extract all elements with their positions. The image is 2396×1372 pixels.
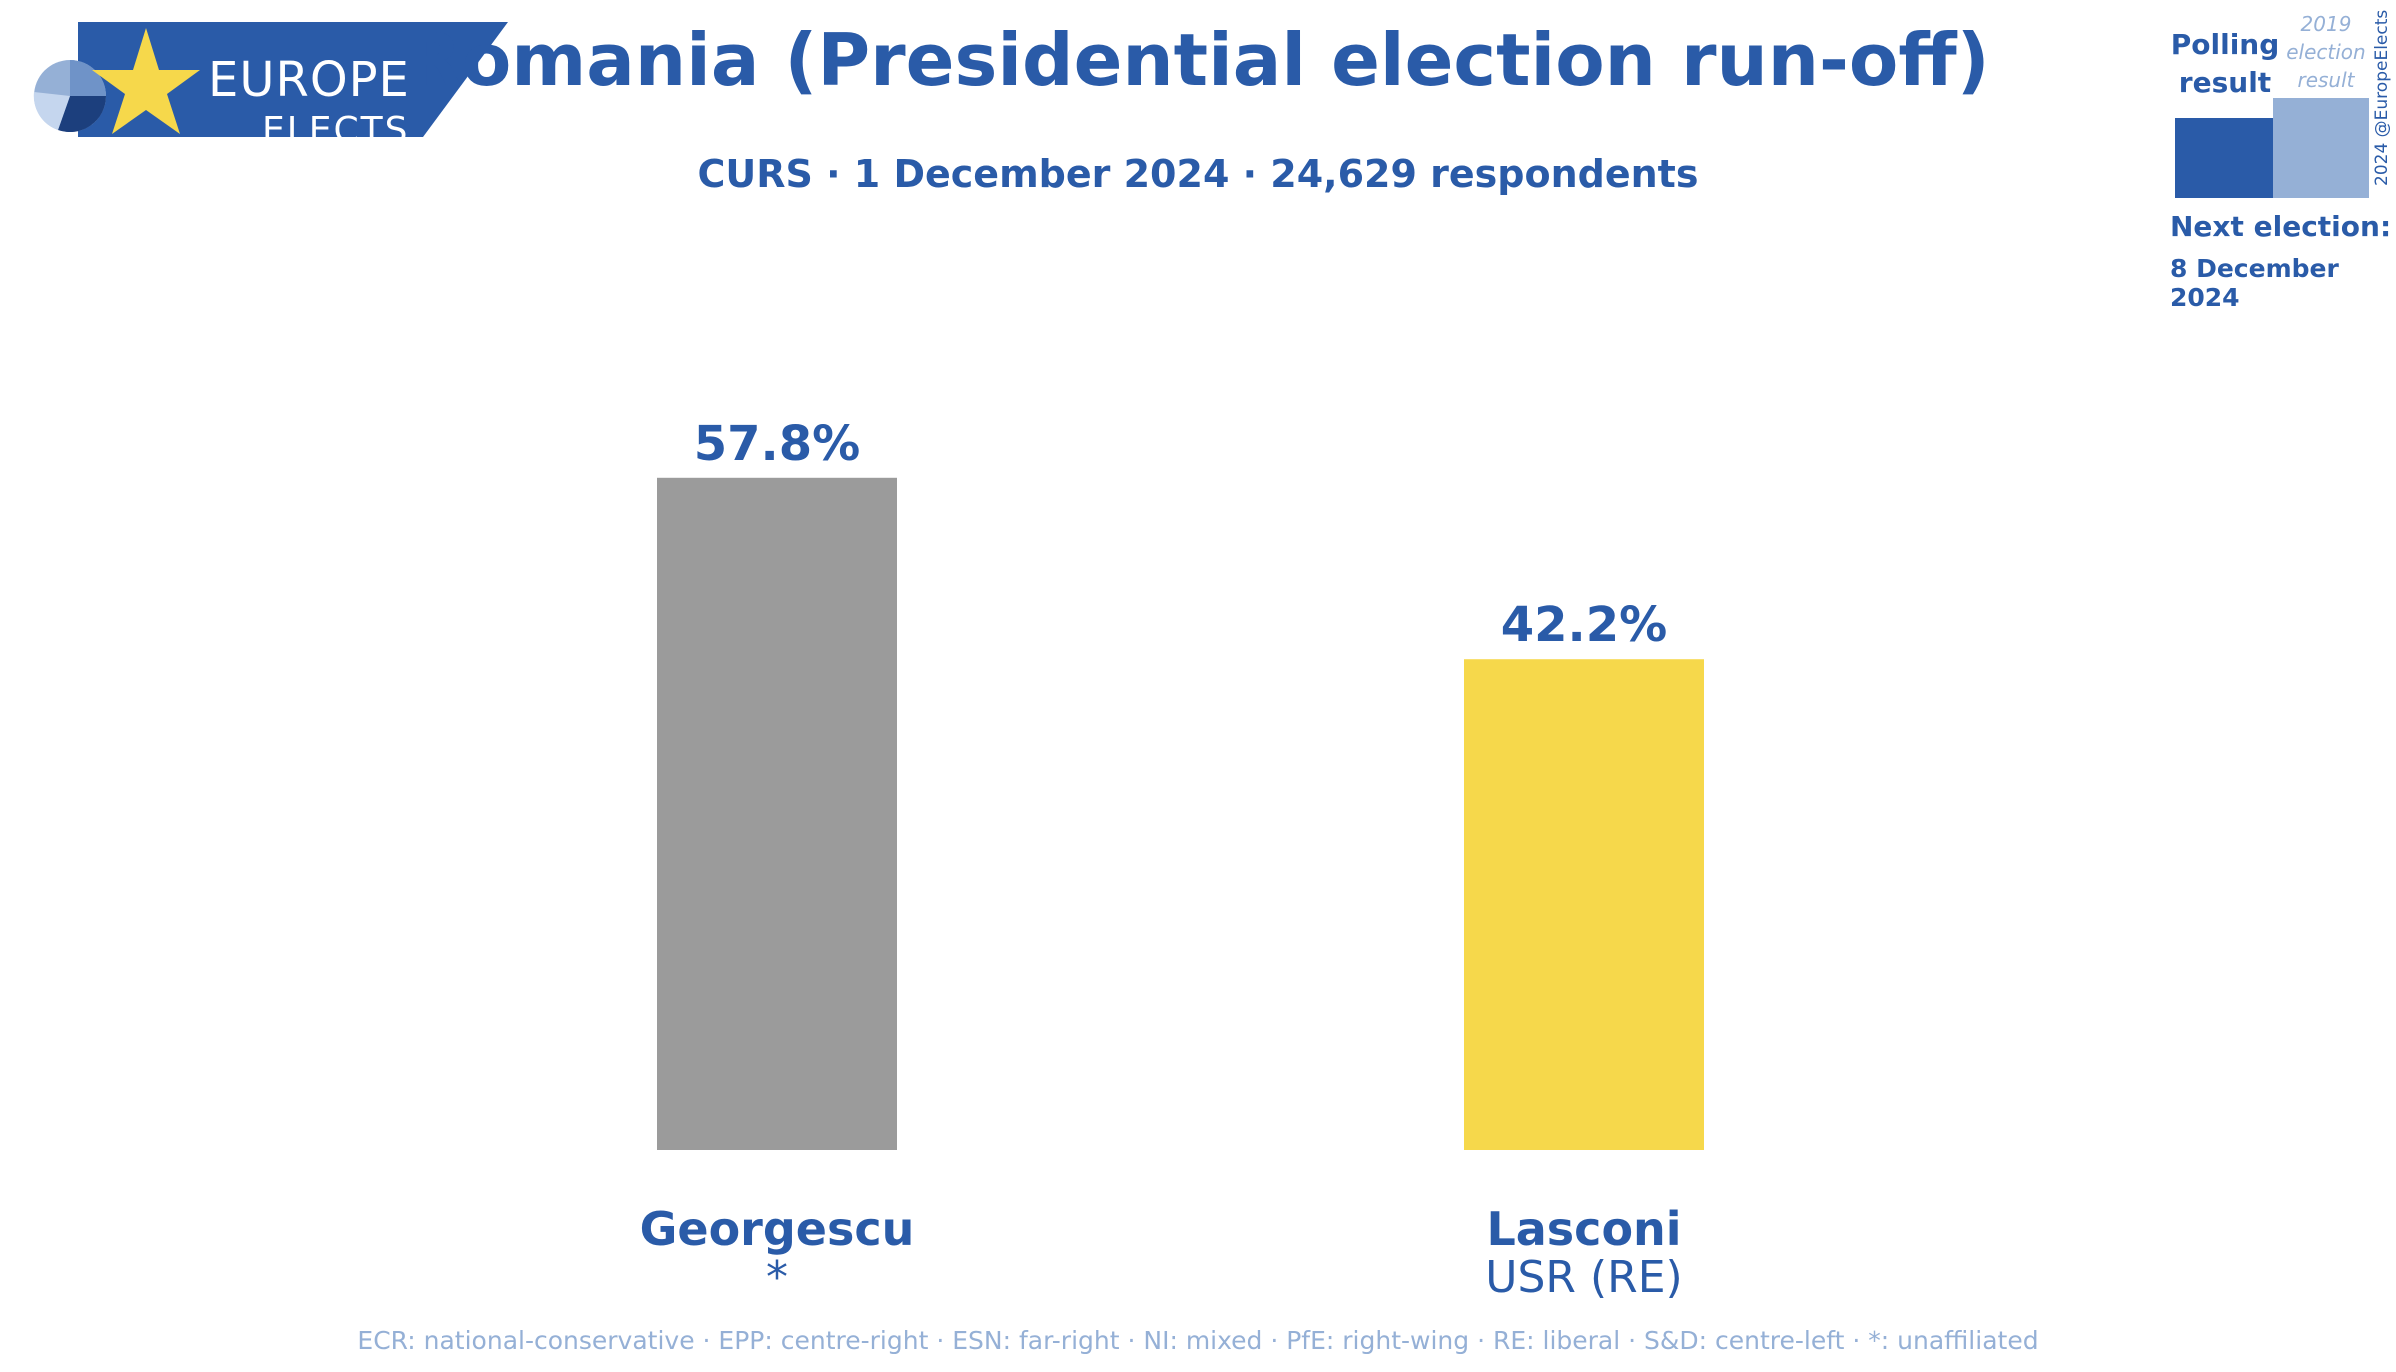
next-election-label: Next election: bbox=[2170, 210, 2392, 243]
value-label-lasconi: 42.2% bbox=[1501, 597, 1668, 653]
logo-graphic bbox=[33, 22, 508, 137]
legend-polling-swatch bbox=[2175, 118, 2273, 198]
chart-subtitle: CURS · 1 December 2024 · 24,629 responde… bbox=[697, 152, 1699, 196]
legend-polling-label: Polling result bbox=[2170, 28, 2280, 99]
bar-georgescu bbox=[657, 477, 897, 1150]
logo-text-europe: EUROPE bbox=[208, 52, 410, 108]
bar-lasconi bbox=[1464, 659, 1704, 1150]
candidate-party-lasconi: USR (RE) bbox=[1485, 1252, 1683, 1303]
chart-title: Romania (Presidential election run-off) bbox=[406, 18, 1990, 102]
legend-election-swatch bbox=[2273, 98, 2369, 198]
candidate-party-georgescu: * bbox=[766, 1252, 788, 1303]
next-election-date: 8 December 2024 bbox=[2170, 254, 2339, 312]
party-footnote: ECR: national-conservative · EPP: centre… bbox=[357, 1326, 2039, 1355]
legend: Polling result 2019 election result bbox=[2160, 10, 2396, 310]
value-label-georgescu: 57.8% bbox=[694, 416, 861, 472]
candidate-name-georgescu: Georgescu bbox=[639, 1202, 915, 1256]
legend-election-label: 2019 election result bbox=[2286, 12, 2366, 92]
candidate-name-lasconi: Lasconi bbox=[1486, 1202, 1682, 1256]
logo-text-elects: ELECTS bbox=[262, 110, 410, 151]
europe-elects-logo: EUROPE ELECTS bbox=[18, 22, 508, 151]
